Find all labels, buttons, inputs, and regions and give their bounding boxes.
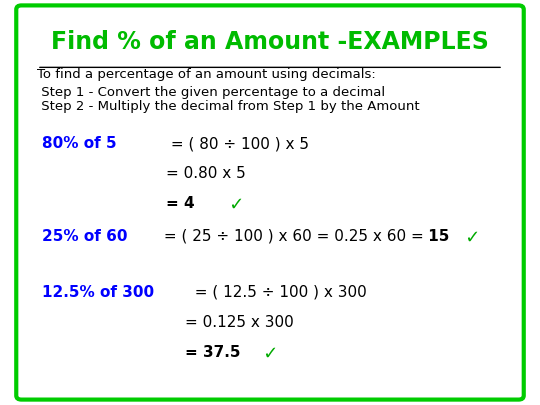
Text: 25% of 60: 25% of 60: [42, 229, 127, 244]
Text: 12.5% of 300: 12.5% of 300: [42, 285, 154, 300]
Text: = 4: = 4: [166, 196, 195, 211]
Text: ✓: ✓: [459, 229, 481, 247]
Text: Step 2 - Multiply the decimal from Step 1 by the Amount: Step 2 - Multiply the decimal from Step …: [37, 100, 420, 113]
Text: 15: 15: [423, 229, 449, 244]
Text: 80% of 5: 80% of 5: [42, 136, 117, 151]
Text: = 37.5: = 37.5: [185, 345, 240, 360]
Text: To find a percentage of an amount using decimals:: To find a percentage of an amount using …: [37, 68, 376, 81]
Text: = ( 25 ÷ 100 ) x 60 = 0.25 x 60 =: = ( 25 ÷ 100 ) x 60 = 0.25 x 60 =: [159, 229, 423, 244]
Text: ✓: ✓: [224, 196, 245, 215]
Text: Step 1 - Convert the given percentage to a decimal: Step 1 - Convert the given percentage to…: [37, 86, 385, 99]
Text: = 0.80 x 5: = 0.80 x 5: [166, 166, 246, 181]
Text: = 0.125 x 300: = 0.125 x 300: [185, 315, 293, 330]
Text: = ( 12.5 ÷ 100 ) x 300: = ( 12.5 ÷ 100 ) x 300: [185, 285, 366, 300]
Text: Find % of an Amount -EXAMPLES: Find % of an Amount -EXAMPLES: [51, 30, 489, 53]
Text: = ( 80 ÷ 100 ) x 5: = ( 80 ÷ 100 ) x 5: [166, 136, 309, 151]
FancyBboxPatch shape: [16, 5, 524, 400]
Text: ✓: ✓: [257, 345, 279, 363]
